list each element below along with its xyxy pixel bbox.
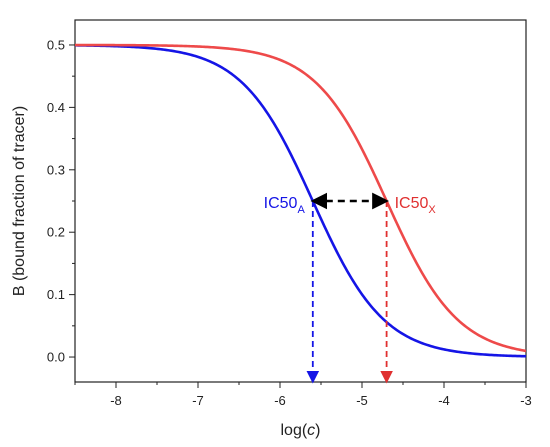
y-tick-label-3: 0.3 (47, 162, 65, 177)
annotation-label-1: IC50X (395, 195, 437, 216)
x-tick-label-5: -3 (520, 393, 532, 408)
x-tick-label-4: -4 (438, 393, 450, 408)
x-tick-label-0: -8 (110, 393, 122, 408)
y-tick-label-4: 0.4 (47, 100, 65, 115)
x-tick-label-3: -5 (356, 393, 368, 408)
y-tick-label-1: 0.1 (47, 287, 65, 302)
x-tick-label-2: -6 (274, 393, 286, 408)
y-axis-title: B (bound fraction of tracer) (11, 106, 28, 296)
series-line-1 (75, 43, 526, 353)
x-axis-title: log(c) (280, 422, 320, 439)
y-tick-label-2: 0.2 (47, 225, 65, 240)
y-tick-label-5: 0.5 (47, 37, 65, 52)
x-tick-label-1: -7 (192, 393, 204, 408)
series-line-0 (75, 44, 526, 358)
annotation-label-0: IC50A (264, 195, 306, 216)
plot-frame (74, 19, 527, 383)
y-tick-label-0: 0.0 (47, 350, 65, 365)
